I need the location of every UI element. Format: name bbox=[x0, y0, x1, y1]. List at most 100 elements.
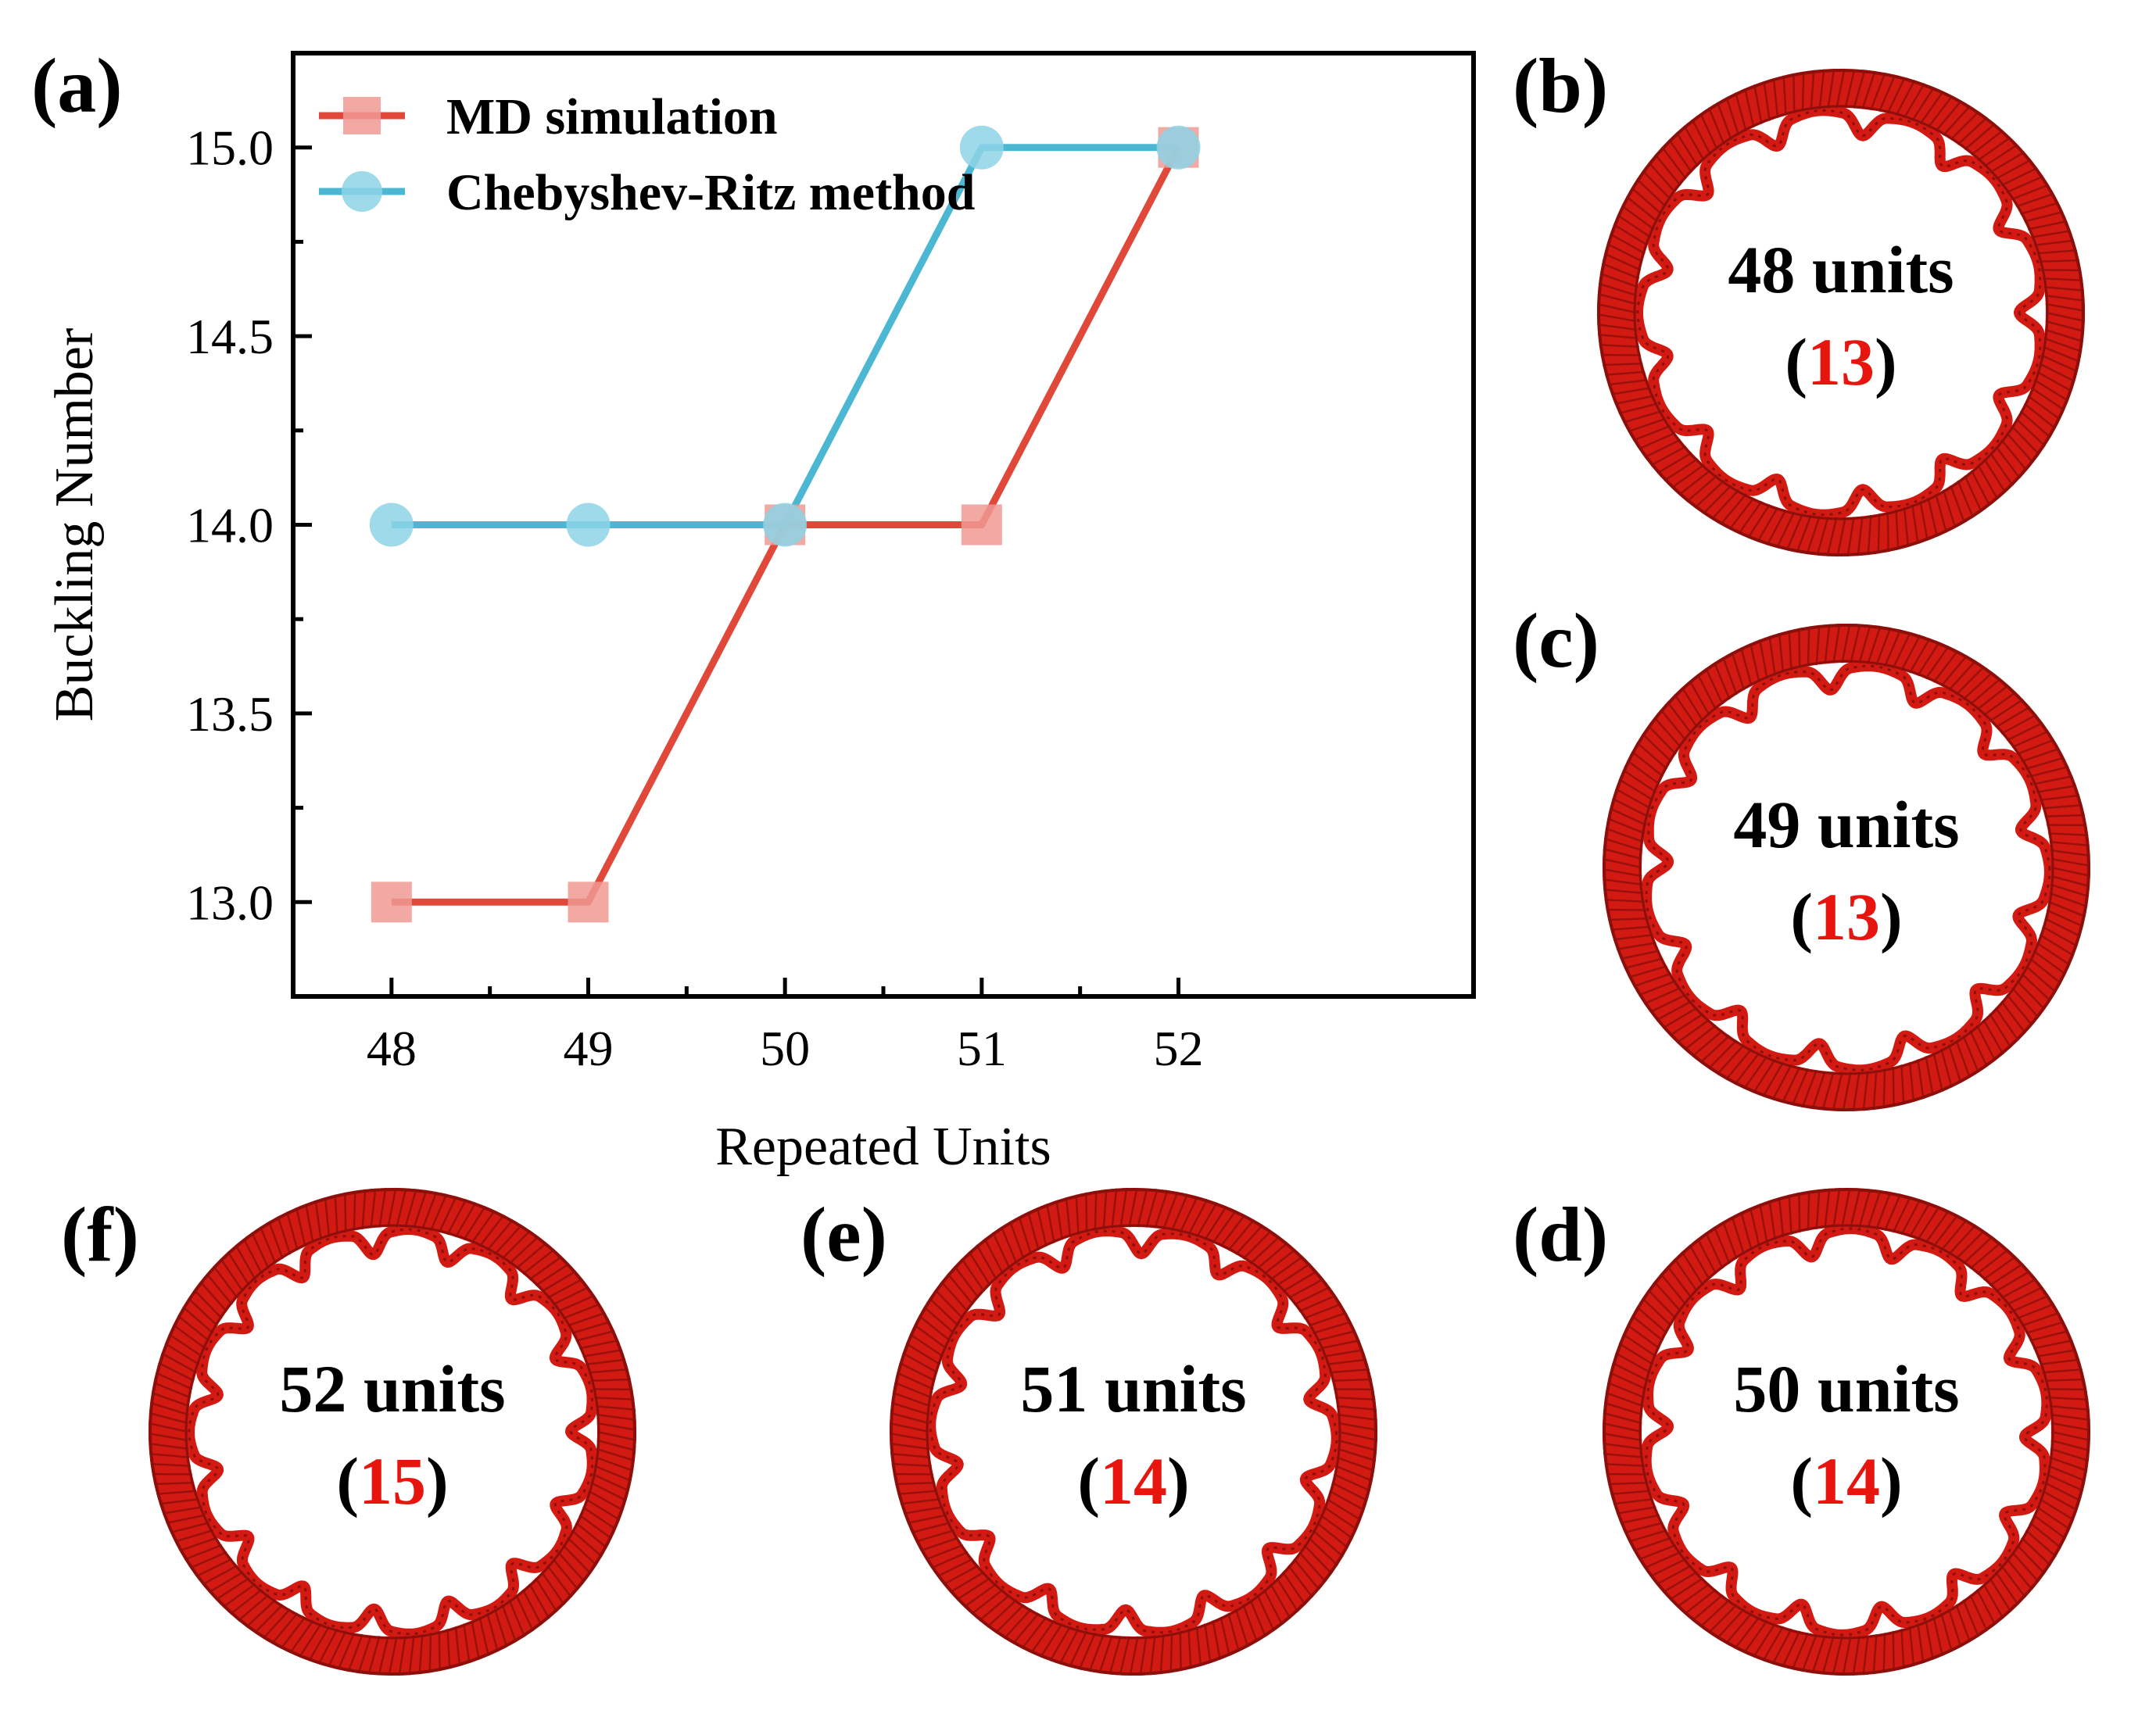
ring-lattice-hatch bbox=[1900, 635, 1921, 671]
ring-lattice-hatch bbox=[1964, 475, 1982, 513]
ring-lattice-hatch bbox=[515, 1242, 548, 1270]
ring-lattice-hatch bbox=[1676, 1583, 1710, 1608]
ring-lattice-hatch bbox=[1976, 684, 2009, 711]
ring-lattice-hatch bbox=[1615, 788, 1651, 810]
ring-lattice-hatch bbox=[1219, 1214, 1246, 1247]
ring-lattice-hatch bbox=[387, 1187, 397, 1228]
ring-lattice-hatch bbox=[2011, 184, 2050, 201]
ring-lattice-hatch bbox=[1989, 698, 2024, 722]
ring-lattice-hatch bbox=[1821, 1071, 1835, 1111]
ring-lattice-hatch bbox=[1782, 1066, 1801, 1104]
ring-lattice-hatch bbox=[1329, 1368, 1370, 1374]
ring-lattice-hatch bbox=[1616, 1506, 1656, 1515]
legend-label: Chebyshev-Ritz method bbox=[446, 164, 975, 221]
ring-lattice-hatch bbox=[1932, 1052, 1944, 1093]
ring-lattice-hatch bbox=[1631, 750, 1664, 778]
ring-lattice-hatch bbox=[1337, 1413, 1377, 1422]
ring-lattice-hatch bbox=[1801, 1633, 1818, 1672]
ring-lattice-hatch bbox=[2036, 942, 2071, 966]
ring-lattice-hatch bbox=[2050, 1422, 2091, 1432]
ring-lattice-hatch bbox=[1948, 1224, 1977, 1255]
ring-lattice-hatch bbox=[2047, 900, 2086, 918]
ring-lattice-hatch bbox=[1743, 1055, 1768, 1089]
ring-lattice-hatch bbox=[1622, 1333, 1657, 1358]
ring-lattice-hatch bbox=[1195, 1626, 1202, 1667]
ring-lattice-hatch bbox=[1298, 1551, 1327, 1583]
ring-lattice-hatch bbox=[1599, 343, 1639, 348]
series-point bbox=[369, 503, 414, 547]
ring-buckled-wall bbox=[1640, 1223, 2053, 1640]
ring-lattice-hatch bbox=[1613, 1497, 1653, 1505]
ring-lattice-hatch bbox=[920, 1536, 959, 1552]
ring-lattice-hatch bbox=[1610, 387, 1651, 395]
ring-lattice-hatch bbox=[552, 1286, 589, 1306]
ring-lattice-hatch bbox=[909, 1333, 944, 1358]
ring-lattice-hatch bbox=[1832, 1187, 1841, 1228]
ring-lattice-hatch bbox=[1684, 1024, 1717, 1051]
ring-lattice-hatch bbox=[493, 1608, 508, 1647]
ring-lattice-hatch bbox=[1326, 1498, 1362, 1521]
ring-lattice-hatch bbox=[1766, 509, 1787, 546]
ring-lattice-hatch bbox=[1824, 1188, 1831, 1229]
ring-lattice-hatch bbox=[1836, 517, 1846, 557]
ring-lattice-hatch bbox=[1668, 138, 1693, 173]
ring-lattice-hatch bbox=[1903, 83, 1925, 119]
ring-lattice-hatch bbox=[2015, 417, 2046, 447]
ring-lattice-hatch bbox=[2006, 993, 2033, 1026]
ring-lattice-hatch bbox=[1333, 1473, 1371, 1492]
ring-lattice-hatch bbox=[1667, 1265, 1692, 1299]
ring-lattice-hatch bbox=[1671, 463, 1705, 489]
ring-lattice-hatch bbox=[2032, 950, 2067, 975]
ring-lattice-hatch bbox=[155, 1372, 193, 1390]
ring-lattice-hatch bbox=[1989, 1013, 2012, 1049]
ring-wall-texture bbox=[188, 1228, 594, 1636]
ring-lattice-hatch bbox=[1625, 195, 1659, 223]
ring-lattice-hatch bbox=[1900, 1629, 1905, 1669]
ring-lattice-hatch bbox=[184, 1544, 223, 1561]
ring-lattice-hatch bbox=[1995, 159, 2032, 180]
panel-d-label: (d) bbox=[1513, 1191, 1609, 1278]
ring-lattice-hatch bbox=[1719, 493, 1747, 526]
ring-lattice-hatch bbox=[1316, 1329, 1356, 1342]
ring-lattice-hatch bbox=[2039, 1498, 2075, 1521]
ring-lattice-hatch bbox=[388, 1636, 398, 1676]
ring-lattice-hatch bbox=[1316, 1522, 1349, 1549]
ring-lattice-hatch bbox=[2049, 1404, 2090, 1411]
ring-lattice-hatch bbox=[1788, 630, 1792, 671]
ring-lattice-hatch bbox=[1270, 1255, 1304, 1281]
ring-lattice-hatch bbox=[1293, 1286, 1330, 1306]
ring-lattice-hatch bbox=[1807, 626, 1810, 667]
ring-lattice-hatch bbox=[159, 1497, 199, 1505]
ring-lattice-hatch bbox=[328, 1630, 347, 1668]
ring-lattice-hatch bbox=[1971, 129, 2004, 156]
ring-lattice-hatch bbox=[1877, 513, 1881, 554]
ring-lattice-hatch bbox=[2043, 277, 2083, 282]
ring-lattice-hatch bbox=[253, 1604, 284, 1634]
ring-lattice-hatch bbox=[2011, 987, 2040, 1018]
ring-lattice-hatch bbox=[1149, 1635, 1156, 1676]
legend-label: MD simulation bbox=[446, 88, 778, 145]
ring-lattice-hatch bbox=[2043, 337, 2083, 353]
ring-lattice-hatch bbox=[1699, 1599, 1731, 1628]
ring-lattice-hatch bbox=[1782, 75, 1787, 116]
ring-lattice-hatch bbox=[1320, 1339, 1360, 1350]
ring-lattice-hatch bbox=[289, 1619, 314, 1654]
ring-lattice-hatch bbox=[1811, 1071, 1826, 1110]
ring-lattice-hatch bbox=[148, 1422, 188, 1433]
ring-lattice-hatch bbox=[1762, 1061, 1785, 1097]
ring-lattice-hatch bbox=[182, 1306, 214, 1334]
ring-lattice-hatch bbox=[1826, 517, 1838, 556]
ring-lattice-hatch bbox=[501, 1229, 532, 1260]
ring-lattice-hatch bbox=[1219, 1616, 1231, 1657]
ring-lattice-hatch bbox=[1827, 68, 1835, 109]
ring-lattice-hatch bbox=[575, 1329, 615, 1342]
ring-lattice-hatch bbox=[413, 1189, 428, 1229]
ring-lattice-hatch bbox=[1969, 1030, 1988, 1068]
ring-lattice-hatch bbox=[1747, 503, 1771, 539]
ring-lattice-hatch bbox=[150, 1462, 191, 1467]
ring-band bbox=[890, 1188, 1377, 1676]
ring-lattice-hatch bbox=[2015, 192, 2054, 208]
ring-lattice-hatch bbox=[557, 1551, 586, 1583]
ring-lattice-hatch bbox=[262, 1608, 291, 1640]
ring-lattice-hatch bbox=[1623, 410, 1662, 424]
